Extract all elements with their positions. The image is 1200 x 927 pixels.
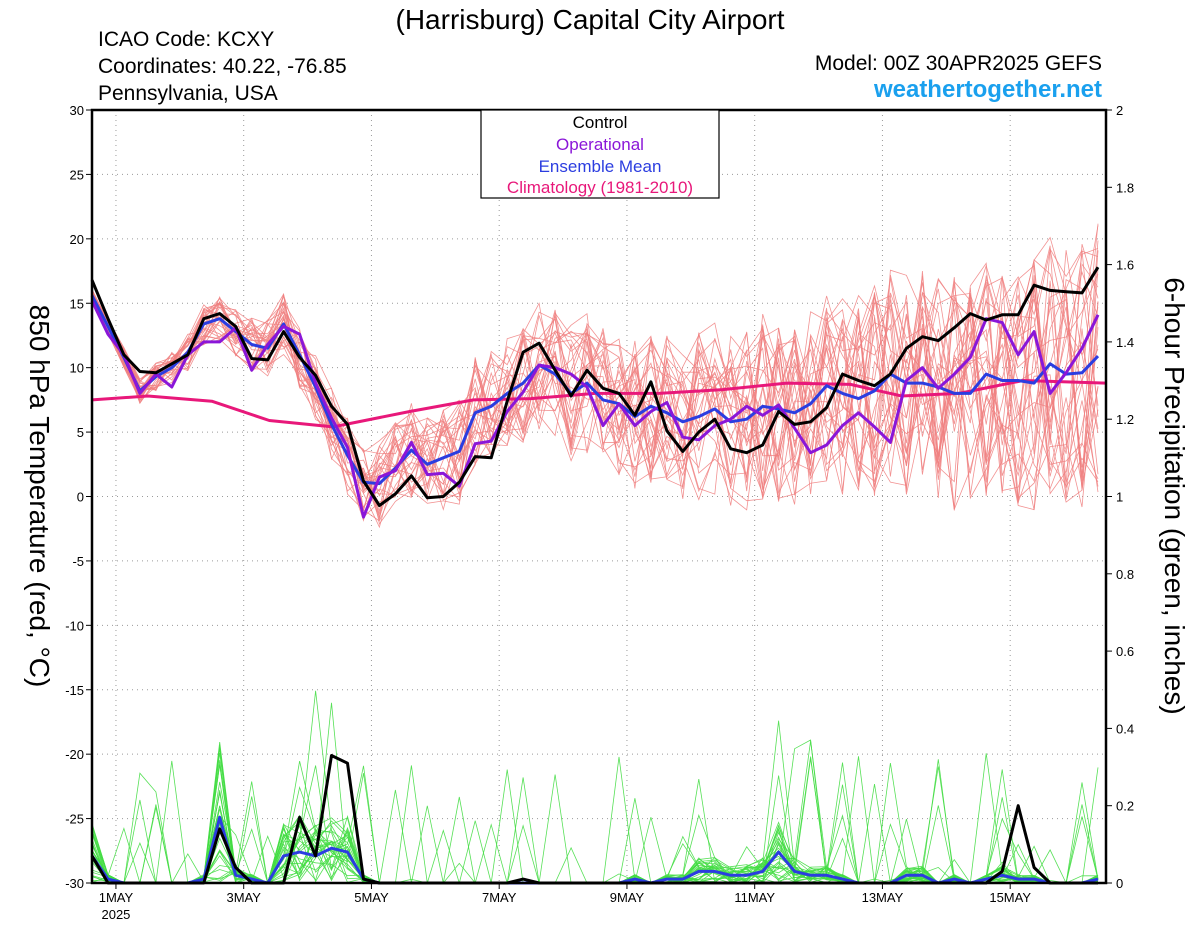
legend-control: Control — [573, 113, 628, 132]
temp-member-line — [91, 243, 1099, 516]
y-left-tick-label: -25 — [65, 812, 84, 827]
y-left-tick-label: -20 — [65, 747, 84, 762]
ensemble-members — [91, 223, 1099, 885]
legend: Control Operational Ensemble Mean Climat… — [480, 109, 720, 199]
precip-member-line — [91, 790, 1099, 884]
precip-member-line — [91, 764, 1099, 884]
precip-member-line — [91, 740, 1099, 884]
precip-member-line — [91, 747, 1099, 884]
y-left-tick-label: 15 — [70, 296, 84, 311]
coordinates: Coordinates: 40.22, -76.85 — [98, 55, 347, 78]
precip-member-line — [91, 761, 1099, 884]
x-tick-label: 13MAY — [862, 890, 904, 905]
temp-member-line — [91, 248, 1099, 510]
y-right-tick-label: 1.6 — [1116, 258, 1134, 273]
icao-code: ICAO Code: KCXY — [98, 28, 275, 51]
precip-member-line — [91, 744, 1099, 884]
y-left-tick-label: -30 — [65, 876, 84, 891]
y-left-tick-label: -10 — [65, 618, 84, 633]
y-right-tick-label: 1 — [1116, 490, 1123, 505]
y-right-tick-label: 0.6 — [1116, 644, 1134, 659]
precip-member-line — [91, 762, 1099, 884]
x-tick-sublabel: 2025 — [101, 907, 130, 922]
y-axis-right-label: 6-hour Precipitation (green, inches) — [1159, 277, 1190, 714]
x-tick-label: 7MAY — [482, 890, 517, 905]
precip-member-line — [91, 759, 1099, 884]
control-temp-line — [90, 266, 1100, 507]
x-tick-label: 11MAY — [734, 890, 775, 905]
precip-member-line — [91, 758, 1098, 884]
precip-member-line — [91, 741, 1099, 884]
precip-member-line — [91, 766, 1099, 884]
x-tick-label: 5MAY — [354, 890, 389, 905]
temp-member-line — [91, 273, 1099, 522]
legend-box — [480, 109, 720, 199]
y-right-tick-label: 0 — [1116, 876, 1123, 891]
ensemble-mean-temp-line — [90, 294, 1100, 486]
y-left-tick-label: -5 — [72, 554, 84, 569]
axis-ticks: 302520151050-5-10-15-20-25-3021.81.61.41… — [65, 103, 1134, 922]
y-left-tick-label: 5 — [77, 425, 84, 440]
y-right-tick-label: 0.8 — [1116, 567, 1134, 582]
legend-operational: Operational — [556, 135, 644, 154]
temp-member-line — [91, 294, 1099, 499]
y-right-tick-label: 1.2 — [1116, 412, 1134, 427]
y-right-tick-label: 1.4 — [1116, 335, 1134, 350]
precip-member-line — [91, 720, 1099, 884]
y-left-tick-label: 30 — [70, 103, 84, 118]
model-run: Model: 00Z 30APR2025 GEFS — [814, 52, 1102, 75]
legend-ensemble-mean: Ensemble Mean — [539, 157, 662, 176]
precip-member-line — [91, 764, 1099, 884]
region: Pennsylvania, USA — [98, 82, 278, 105]
y-right-tick-label: 1.8 — [1116, 180, 1134, 195]
operational-temp-line — [90, 300, 1100, 519]
temp-member-line — [91, 249, 1099, 513]
y-right-tick-label: 2 — [1116, 103, 1123, 118]
y-right-tick-label: 0.4 — [1116, 721, 1134, 736]
precip-member-line — [91, 762, 1099, 885]
precip-member-line — [91, 752, 1099, 884]
y-left-tick-label: 10 — [70, 361, 84, 376]
site-link[interactable]: weathertogether.net — [873, 76, 1102, 103]
precip-member-line — [91, 739, 1099, 884]
control-precip-line — [90, 754, 1098, 885]
y-left-tick-label: 25 — [70, 167, 84, 182]
temp-member-line — [91, 236, 1099, 510]
y-left-tick-label: 0 — [77, 490, 84, 505]
x-tick-label: 3MAY — [226, 890, 261, 905]
temp-member-line — [91, 240, 1099, 525]
x-tick-label: 15MAY — [989, 890, 1031, 905]
precip-member-line — [91, 702, 1099, 884]
y-right-tick-label: 0.2 — [1116, 799, 1134, 814]
page-title: (Harrisburg) Capital City Airport — [395, 4, 785, 35]
y-axis-left-label: 850 hPa Temperature (red, °C) — [24, 305, 55, 688]
grid — [92, 110, 1106, 883]
y-left-tick-label: 20 — [70, 232, 84, 247]
x-tick-label: 9MAY — [610, 890, 645, 905]
precip-member-line — [91, 748, 1099, 884]
y-left-tick-label: -15 — [65, 683, 84, 698]
temp-member-line — [91, 270, 1099, 502]
x-tick-label: 1MAY — [99, 890, 134, 905]
legend-climatology: Climatology (1981-2010) — [507, 178, 693, 197]
